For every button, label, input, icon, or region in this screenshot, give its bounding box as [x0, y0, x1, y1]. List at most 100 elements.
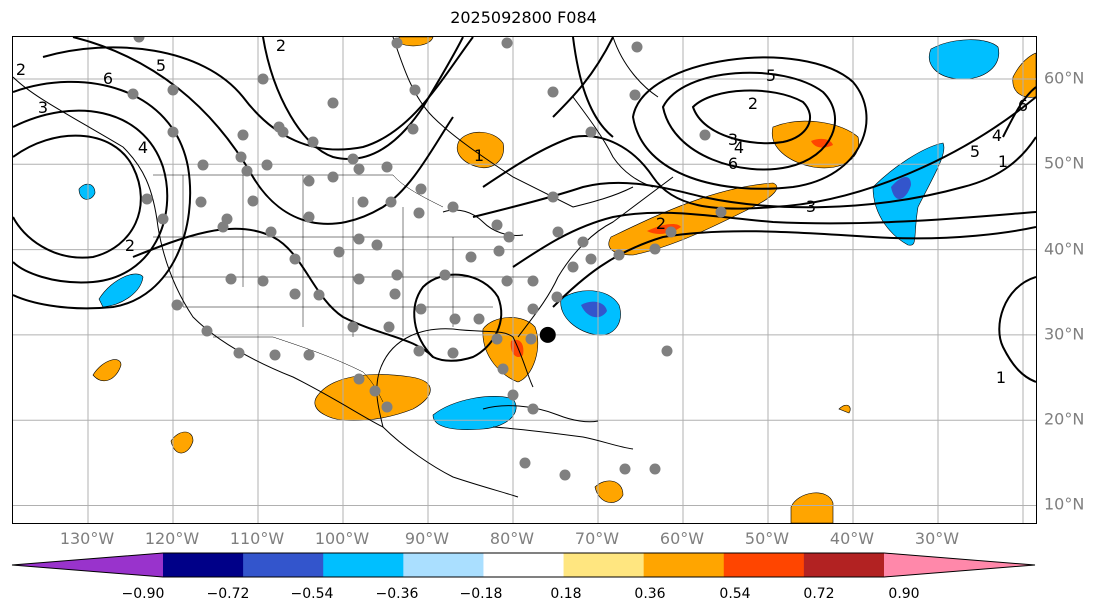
station-dot — [525, 333, 537, 345]
colorbar-segment — [803, 553, 885, 577]
contour-west-low-3 — [13, 80, 192, 310]
colorbar-tick-label: −0.72 — [206, 586, 250, 602]
station-dot — [273, 121, 285, 133]
station-dot — [347, 321, 359, 333]
coast-cuba — [482, 405, 599, 423]
contour-label: 2 — [276, 37, 286, 55]
station-dot — [235, 151, 247, 163]
station-dot — [527, 303, 539, 315]
colorbar-segment — [563, 553, 645, 577]
contour-label: 3 — [728, 130, 738, 149]
lat-label: 20°N — [1044, 409, 1085, 429]
station-dot — [503, 231, 515, 243]
station-dot — [353, 273, 365, 285]
station-dot — [357, 196, 369, 208]
map-panel: 2 5 6 4 2 1 2 3 4 5 6 2 3 1 2 4 5 6 3 1 — [12, 36, 1037, 524]
station-dot — [225, 273, 237, 285]
station-dot — [303, 349, 315, 361]
station-dot — [353, 163, 365, 175]
station-dot — [389, 288, 401, 300]
contour-label: 3 — [38, 98, 48, 117]
lon-label: 30°W — [914, 529, 960, 548]
contour-label: 5 — [766, 66, 776, 85]
station-dot — [371, 239, 383, 251]
shade-blue-greenland — [929, 39, 1000, 80]
station-dot — [473, 313, 485, 325]
lon-label: 110°W — [229, 529, 285, 548]
coast-gulf — [376, 328, 534, 428]
station-dot — [167, 84, 179, 96]
colorbar-segment — [163, 553, 244, 577]
colorbar-tick-label: 0.90 — [888, 586, 920, 602]
contour-label: 2 — [748, 94, 758, 113]
station-dot — [491, 219, 503, 231]
contour-ridge-2 — [552, 37, 614, 118]
station-dot — [413, 207, 425, 219]
coast-north-america-west — [13, 76, 519, 498]
shade-orange-caribbean — [594, 480, 624, 503]
contour-atlantic-low-1 — [691, 89, 812, 145]
lon-label: 100°W — [314, 529, 370, 548]
contour-central-1 — [132, 227, 434, 358]
station-dot — [237, 129, 249, 141]
station-dot — [519, 457, 531, 469]
storm-center-marker — [539, 326, 556, 343]
station-dot — [171, 299, 183, 311]
station-dot — [415, 303, 427, 315]
station-dot — [491, 333, 503, 345]
station-dot — [141, 193, 153, 205]
station-dot — [447, 201, 459, 213]
contour-low-gulf — [413, 273, 503, 362]
shade-orange-pacific-2 — [170, 431, 194, 454]
station-dot — [303, 211, 315, 223]
coast-caribbean-islands — [492, 426, 634, 450]
contour-trough-2 — [72, 37, 454, 225]
station-dot — [449, 313, 461, 325]
contour-west-low-1 — [13, 134, 142, 259]
station-dot — [381, 401, 393, 413]
station-dot — [577, 236, 589, 248]
station-dot — [383, 321, 395, 333]
station-dot — [501, 275, 513, 287]
colorbar-tick-label: 0.54 — [719, 586, 751, 602]
station-dot — [257, 73, 269, 85]
contour-label: 2 — [656, 214, 666, 233]
station-dot — [197, 159, 209, 171]
colorbar-segment — [643, 553, 725, 577]
station-dot — [439, 269, 451, 281]
station-dot — [289, 253, 301, 265]
station-dot — [133, 37, 145, 43]
colorbar-segment — [243, 553, 324, 577]
station-dot — [497, 363, 509, 375]
lon-label: 40°W — [829, 529, 875, 548]
contour-label: 5 — [970, 142, 980, 161]
contour-east-1 — [482, 96, 1036, 210]
station-dot — [353, 373, 365, 385]
station-dot — [381, 161, 393, 173]
station-dot — [265, 226, 277, 238]
map-title: 2025092800 F084 — [450, 8, 597, 27]
shade-blue-pacific-west — [78, 183, 96, 200]
lat-label: 60°N — [1044, 68, 1085, 88]
colorbar-outline — [11, 552, 1036, 578]
coast-labrador — [572, 96, 654, 188]
station-dot — [465, 251, 477, 263]
contour-label: 6 — [103, 69, 113, 88]
station-dot — [327, 171, 339, 183]
station-dot — [413, 345, 425, 357]
colorbar-tick-label: 0.36 — [634, 586, 666, 602]
colorbar-extend-high — [884, 553, 1035, 577]
station-dot — [347, 153, 359, 165]
contour-label: 2 — [16, 60, 26, 79]
contour-trough-3 — [262, 37, 464, 160]
contour-label: 6 — [728, 154, 738, 173]
station-dot — [567, 261, 579, 273]
station-dot — [585, 253, 597, 265]
station-dot — [665, 226, 677, 238]
station-dot — [613, 249, 625, 261]
lat-label: 50°N — [1044, 153, 1085, 173]
shade-orange-small-2 — [838, 404, 851, 414]
colorbar — [11, 552, 1036, 578]
colorbar-segments — [12, 553, 1035, 577]
lat-label: 10°N — [1044, 494, 1085, 514]
